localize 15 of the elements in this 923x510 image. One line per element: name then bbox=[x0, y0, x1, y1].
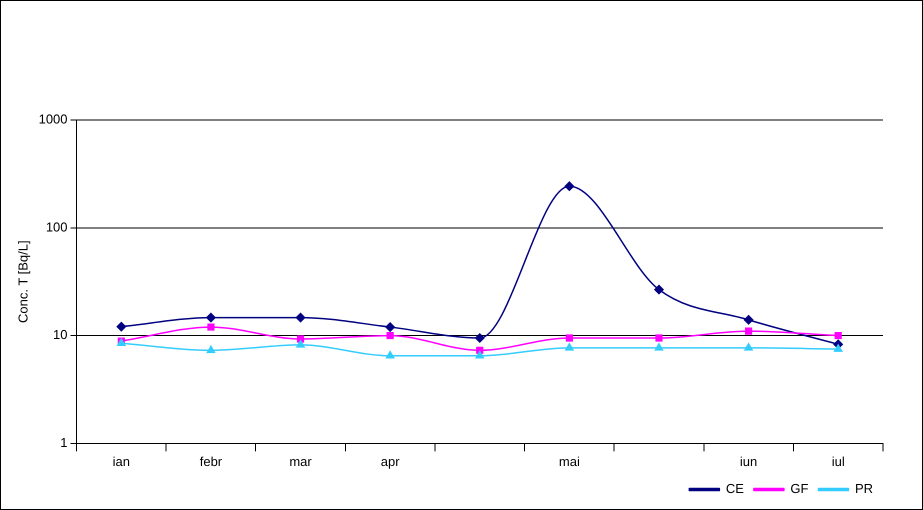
legend-label: PR bbox=[854, 481, 874, 496]
x-tick-label: febr bbox=[200, 454, 223, 469]
x-tick-label: mar bbox=[289, 454, 312, 469]
y-tick-label: 1000 bbox=[38, 112, 68, 127]
y-axis-title: Conc. T [Bq/L] bbox=[15, 240, 30, 324]
y-tick-label: 10 bbox=[53, 327, 68, 342]
x-tick-label: iul bbox=[832, 454, 845, 469]
x-tick-label: ian bbox=[112, 454, 130, 469]
legend-label: CE bbox=[726, 481, 744, 496]
y-tick-label: 100 bbox=[46, 219, 68, 234]
x-tick-label: apr bbox=[380, 454, 400, 469]
x-tick-label: mai bbox=[558, 454, 580, 469]
y-tick-label: 1 bbox=[60, 434, 68, 450]
legend-label: GF bbox=[790, 481, 808, 496]
x-tick-label: iun bbox=[740, 454, 758, 469]
